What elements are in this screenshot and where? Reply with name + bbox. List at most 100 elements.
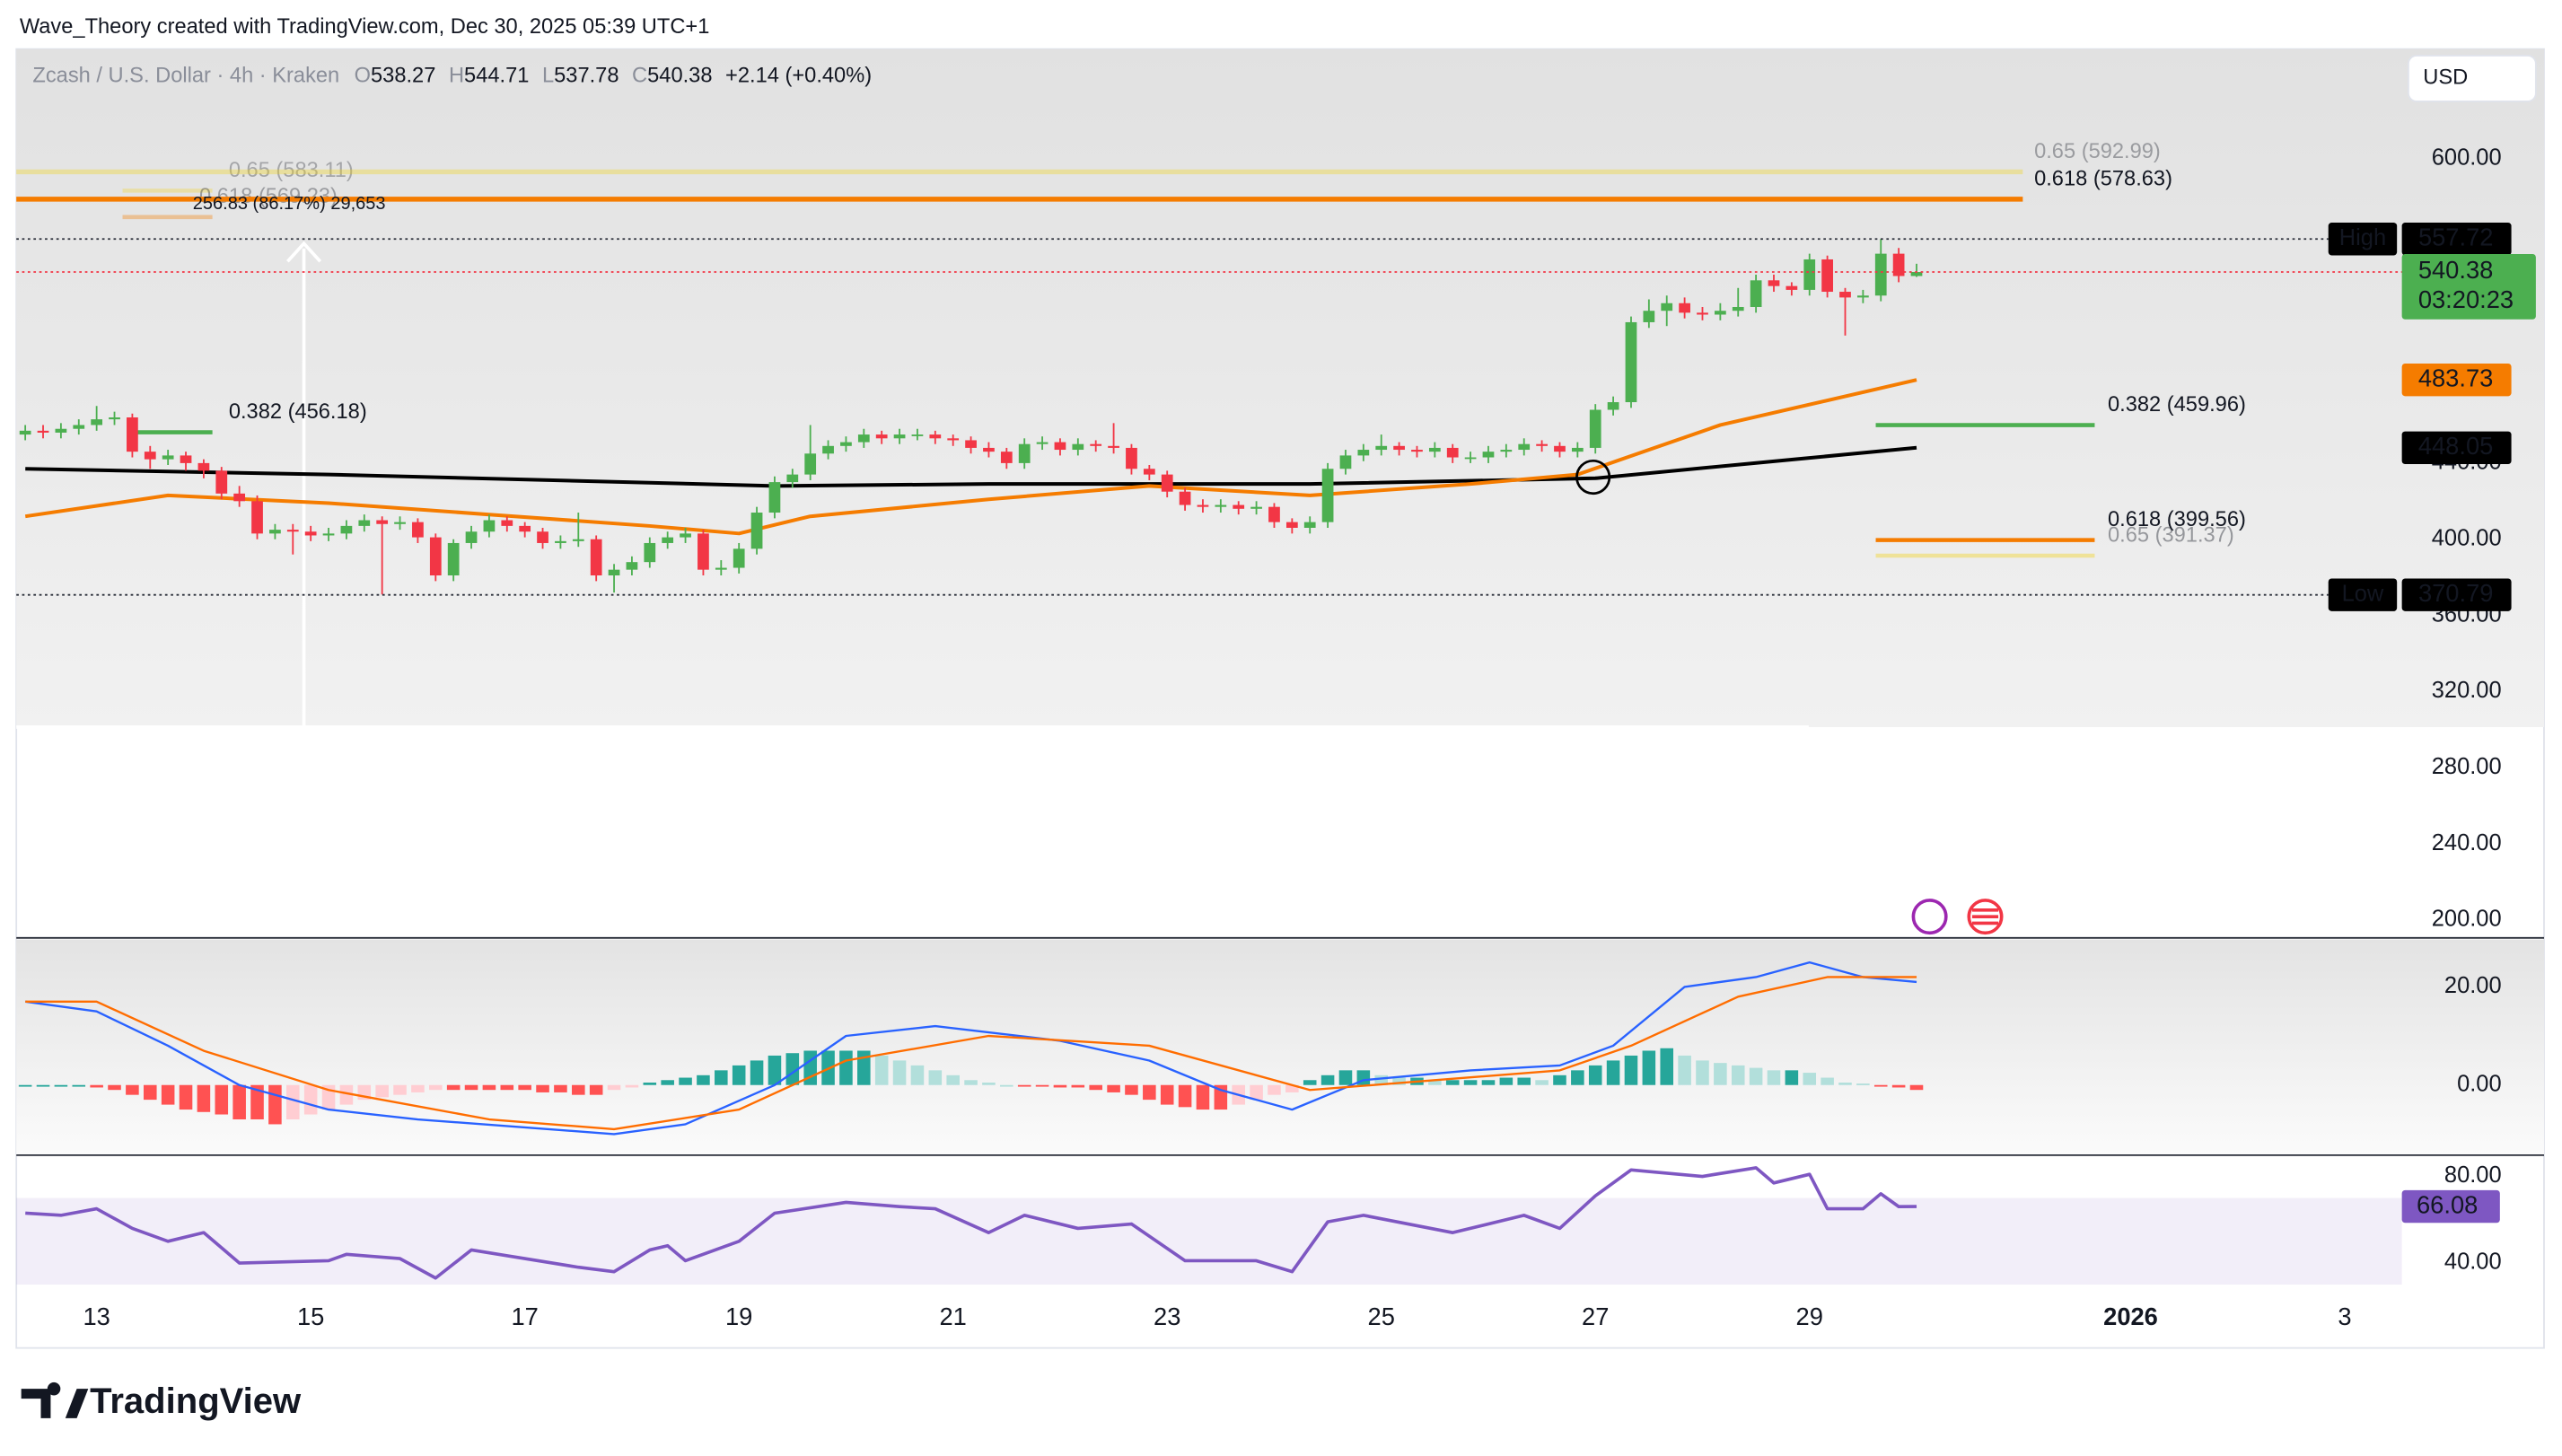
measure-label: 256.83 (86.17%) 29,653 bbox=[193, 194, 386, 214]
candle-body bbox=[644, 542, 656, 563]
histogram-bar bbox=[1749, 1067, 1763, 1085]
candle-body bbox=[1500, 450, 1513, 452]
histogram-bar bbox=[536, 1084, 549, 1092]
histogram-bar bbox=[179, 1084, 193, 1110]
fib-label: 0.618 (578.63) bbox=[2034, 167, 2172, 190]
histogram-bar bbox=[1250, 1084, 1263, 1101]
histogram-bar bbox=[1696, 1060, 1709, 1085]
candle-body bbox=[1268, 506, 1280, 522]
histogram-bar bbox=[625, 1084, 639, 1088]
candle-body bbox=[1339, 455, 1352, 469]
price-tag-box bbox=[2401, 223, 2512, 256]
histogram-bar bbox=[482, 1084, 496, 1091]
candle-body bbox=[233, 493, 246, 502]
histogram-bar bbox=[1678, 1055, 1691, 1085]
candle-body bbox=[394, 522, 406, 524]
histogram-bar bbox=[607, 1084, 621, 1091]
histogram-bar bbox=[1268, 1084, 1281, 1095]
histogram-bar bbox=[1517, 1077, 1531, 1085]
candle-body bbox=[1464, 457, 1477, 460]
histogram-bar bbox=[1303, 1080, 1317, 1085]
candle-body bbox=[1856, 295, 1869, 298]
candle-body bbox=[1714, 311, 1726, 315]
candle-body bbox=[483, 520, 496, 532]
currency-button-box[interactable] bbox=[2407, 55, 2537, 102]
fib-label: 0.382 (459.96) bbox=[2108, 393, 2246, 417]
histogram-bar bbox=[268, 1084, 282, 1125]
candle-body bbox=[1625, 321, 1637, 403]
histogram-bar bbox=[1838, 1083, 1852, 1085]
x-tick-label: 25 bbox=[1368, 1303, 1395, 1330]
x-tick-label: 19 bbox=[725, 1303, 752, 1330]
price-tag-name-box bbox=[2328, 223, 2398, 256]
histogram-bar bbox=[1125, 1084, 1138, 1095]
price-tag-value: 557.72 bbox=[2418, 223, 2493, 250]
candle-body bbox=[447, 542, 460, 576]
y-tick-label: 40.00 bbox=[2444, 1250, 2502, 1275]
currency-button[interactable]: USD bbox=[2407, 55, 2537, 102]
histogram-bar bbox=[1143, 1084, 1156, 1101]
brand-name: TradingView bbox=[90, 1381, 302, 1421]
histogram-bar bbox=[750, 1060, 764, 1085]
candle-body bbox=[1839, 292, 1851, 298]
candle-body bbox=[1910, 272, 1923, 276]
candle-body bbox=[1643, 311, 1655, 322]
candle-body bbox=[1428, 447, 1441, 452]
price-tag-name-box bbox=[2328, 578, 2398, 611]
histogram-bar bbox=[1089, 1084, 1102, 1091]
y-tick-label: 80.00 bbox=[2444, 1162, 2502, 1188]
candle-body bbox=[1661, 303, 1673, 311]
candle-body bbox=[1179, 491, 1191, 505]
rsi-tag-value: 66.08 bbox=[2417, 1190, 2478, 1218]
histogram-bar bbox=[589, 1084, 603, 1095]
histogram-bar bbox=[1160, 1084, 1174, 1105]
candle-body bbox=[804, 453, 817, 475]
legend-letter: H bbox=[449, 65, 464, 88]
histogram-bar bbox=[1767, 1070, 1781, 1085]
histogram-bar bbox=[1873, 1084, 1888, 1087]
candle-body bbox=[626, 562, 638, 570]
x-tick-label: 29 bbox=[1796, 1303, 1823, 1330]
candle-body bbox=[1411, 450, 1423, 452]
histogram-bar bbox=[197, 1084, 211, 1112]
candle-body bbox=[1250, 506, 1262, 509]
symbol-legend: Zcash / U.S. Dollar · 4h · Kraken O538.27… bbox=[32, 65, 872, 88]
candle-body bbox=[893, 434, 906, 439]
y-tick-label: 20.00 bbox=[2444, 973, 2502, 998]
histogram-bar bbox=[1714, 1063, 1727, 1085]
histogram-bar bbox=[1107, 1084, 1120, 1092]
histogram-bar bbox=[90, 1084, 103, 1088]
histogram-bar bbox=[1320, 1074, 1335, 1085]
currency-label[interactable]: USD bbox=[2423, 66, 2468, 90]
candle-body bbox=[127, 417, 138, 452]
histogram-bar bbox=[679, 1077, 692, 1085]
legend-value: 540.38 bbox=[647, 65, 712, 88]
candle-body bbox=[947, 438, 960, 441]
histogram-bar bbox=[661, 1080, 674, 1085]
candle-body bbox=[1126, 447, 1137, 469]
candle-body bbox=[109, 417, 120, 420]
indicator-line bbox=[25, 960, 1917, 1136]
histogram-bar bbox=[1463, 1080, 1478, 1085]
candle-body bbox=[1054, 442, 1066, 451]
fib-label: 0.618 (399.56) bbox=[2108, 508, 2246, 531]
histogram-bar bbox=[1499, 1077, 1514, 1085]
histogram-bar bbox=[143, 1084, 157, 1101]
candle-body bbox=[840, 442, 852, 446]
candle-body bbox=[911, 434, 924, 436]
candle-body bbox=[1446, 447, 1459, 458]
histogram-bar bbox=[36, 1084, 50, 1087]
candle-body bbox=[1518, 443, 1531, 451]
x-tick-label: 23 bbox=[1154, 1303, 1180, 1330]
histogram-bar bbox=[874, 1055, 889, 1085]
candle-body bbox=[1393, 445, 1405, 451]
histogram-bar bbox=[715, 1070, 728, 1085]
legend-value: 538.27 bbox=[371, 65, 435, 88]
candle-body bbox=[91, 419, 103, 425]
candle-body bbox=[1536, 443, 1548, 446]
candle-body bbox=[19, 430, 31, 435]
fib-label: 0.65 (583.11) bbox=[229, 159, 354, 182]
candle-body bbox=[572, 539, 584, 541]
